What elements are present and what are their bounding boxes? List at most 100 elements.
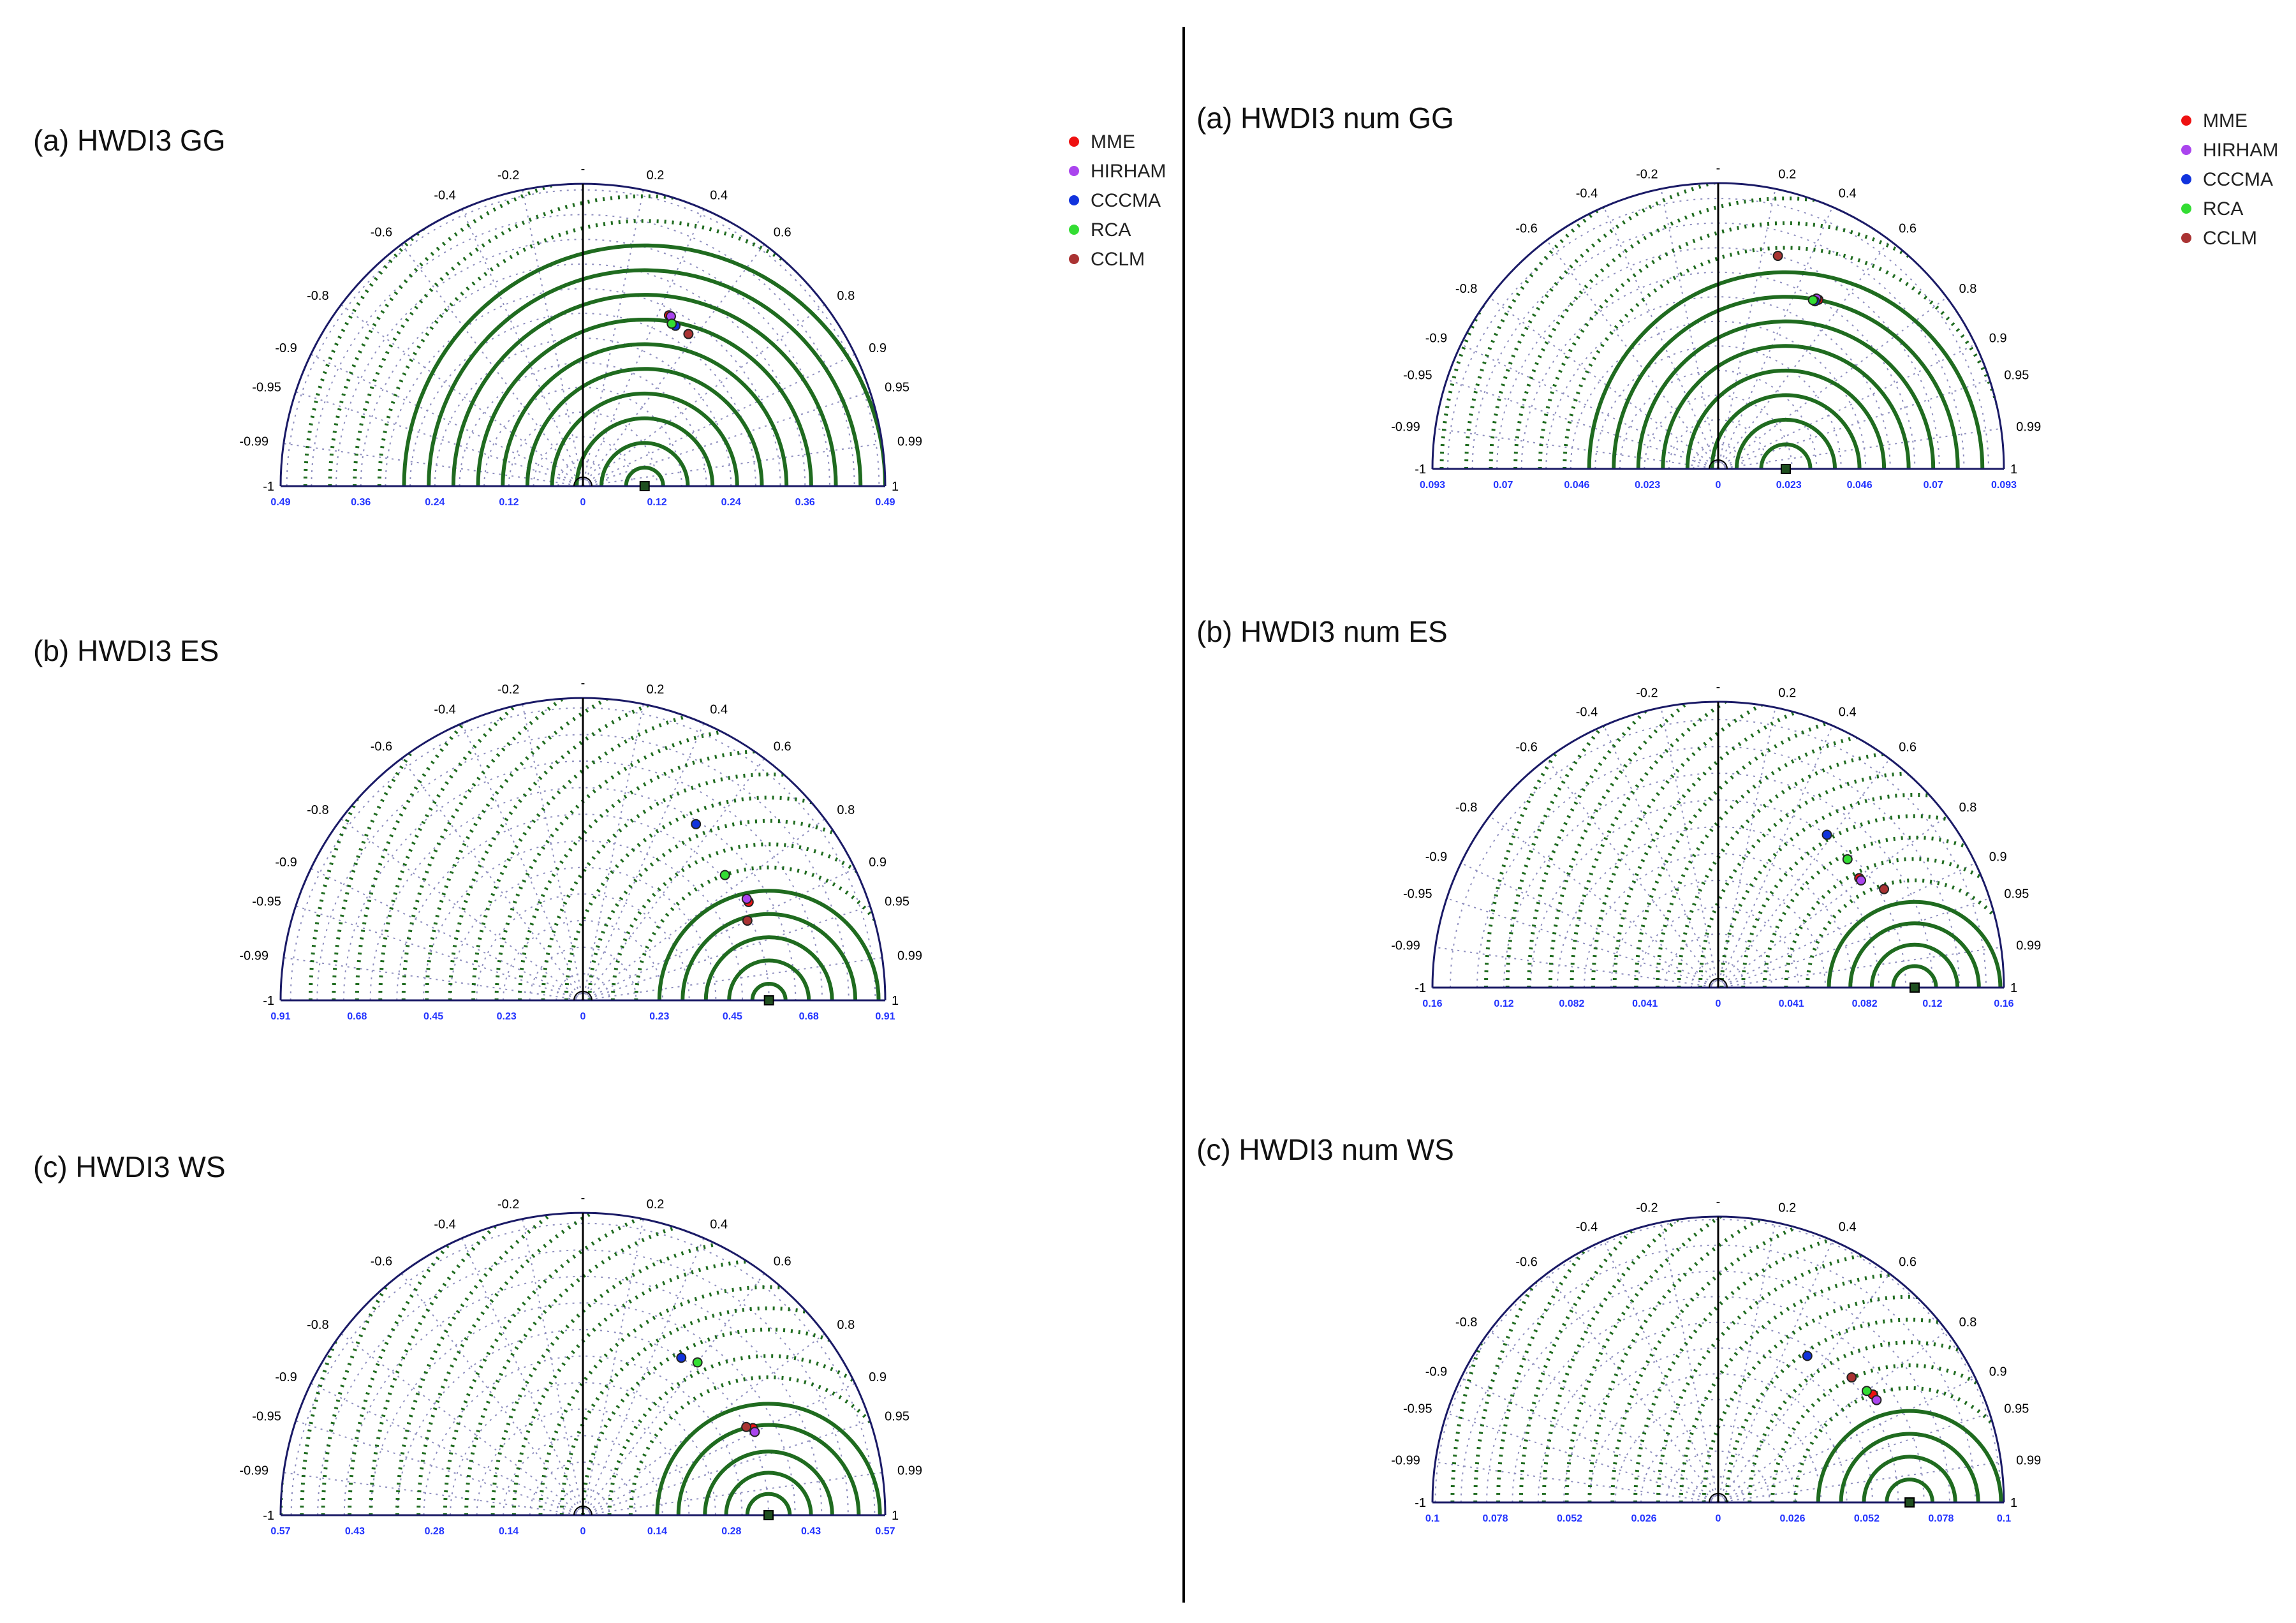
reference-marker [1904, 1497, 1915, 1508]
x-tick-label: 0.093 [1991, 480, 2017, 491]
rms-contour [727, 958, 811, 1000]
rms-contour [1636, 320, 1936, 469]
std-arc [343, 1276, 823, 1515]
model-point-rca [1861, 1386, 1872, 1397]
rms-contour [369, 1213, 885, 1515]
legend-label: HIRHAM [1091, 161, 1166, 182]
std-arc [508, 411, 658, 486]
correlation-tick-label: 0.2 [647, 1197, 665, 1212]
x-tick-label: 0.28 [425, 1526, 445, 1537]
correlation-tick-label: -0.9 [1425, 331, 1447, 345]
legend: MME HIRHAM CCCMA RCA CCLM [2181, 110, 2278, 249]
taylor-chart-1: -1-0.99-0.95-0.9-0.8-0.6-0.4-0.2-0.20.40… [33, 124, 1166, 508]
legend-label: MME [1091, 131, 1135, 152]
correlation-tick-label: -0.8 [1455, 282, 1477, 296]
taylor-chart-4: -1-0.99-0.95-0.9-0.8-0.6-0.4-0.2-0.20.40… [1196, 101, 2278, 491]
correlation-tick-label: -0.6 [371, 226, 392, 240]
x-tick-label: 0.16 [1422, 998, 1442, 1009]
origin-mark [573, 477, 592, 487]
x-tick-label: 0.68 [347, 1011, 367, 1022]
std-arc [1486, 1270, 1950, 1502]
x-tick-label: 0.1 [1997, 1513, 2011, 1524]
model-point-cccma [676, 1352, 687, 1363]
x-tick-label: 0.026 [1779, 1513, 1805, 1524]
x-tick-label: 0.36 [795, 497, 815, 508]
correlation-tick-label: - [1716, 680, 1721, 694]
x-tick-label: 0.023 [1776, 480, 1802, 491]
x-tick-label: 0.026 [1631, 1513, 1656, 1524]
correlation-tick-label: 0.6 [774, 740, 791, 754]
x-tick-label: 0.28 [721, 1526, 741, 1537]
correlation-tick-label: -1 [1415, 1496, 1426, 1510]
x-tick-label: 0.24 [425, 497, 445, 508]
correlation-tick-label: -0.2 [497, 683, 519, 697]
rms-contour [703, 935, 834, 1000]
correlation-tick-label: -0.4 [434, 703, 455, 717]
x-tick-label: 0 [580, 1011, 586, 1022]
x-tick-label: 0.68 [799, 1011, 819, 1022]
rms-contour [1869, 942, 1960, 988]
std-arc [1557, 826, 1880, 988]
correlation-tick-label: 0.2 [647, 683, 665, 697]
rms-contour [1770, 1363, 2004, 1502]
rms-contour [750, 981, 788, 1000]
correlation-tick-label: -0.4 [434, 189, 455, 203]
chart-title: (a) HWDI3 GG [33, 124, 226, 157]
model-point-cccma [691, 819, 702, 829]
chart-title: (c) HWDI3 num WS [1196, 1133, 1454, 1166]
rms-contour [724, 1471, 813, 1515]
correlation-tick-label: 0.9 [869, 856, 887, 870]
rms-contour [1784, 857, 2004, 988]
rms-contour [402, 243, 885, 486]
correlation-tick-label: -0.8 [307, 289, 328, 303]
correlation-tick-label: 0.8 [1959, 282, 1977, 296]
model-point-cclm [683, 329, 694, 339]
correlation-tick-label: -0.9 [275, 856, 297, 870]
correlation-tick-label: 0.6 [774, 1255, 791, 1269]
x-tick-label: 0.49 [270, 497, 290, 508]
reference-marker [763, 995, 774, 1005]
correlation-tick-label: -0.99 [239, 949, 269, 963]
chart-title: (b) HWDI3 ES [33, 634, 219, 667]
correlation-tick-label: 0.4 [1839, 1220, 1857, 1234]
correlation-tick-label: -0.4 [1576, 705, 1598, 719]
correlation-tick-label: - [1716, 1195, 1721, 1209]
x-tick-label: 0.07 [1493, 480, 1513, 491]
rms-contour [1862, 1455, 1957, 1502]
x-tick-label: 0.43 [801, 1526, 821, 1537]
correlation-tick-label: 0.8 [1959, 801, 1977, 815]
x-tick-label: 0.093 [1420, 480, 1445, 491]
correlation-tick-label: 0.95 [2004, 1402, 2029, 1416]
x-tick-label: 0.052 [1854, 1513, 1880, 1524]
correlation-tick-label: 0.2 [647, 168, 665, 182]
model-point-rca [666, 318, 677, 329]
rms-contour [1848, 921, 1981, 988]
correlation-tick-label: -0.95 [1403, 369, 1432, 383]
correlation-tick-label: 0.2 [1778, 686, 1796, 700]
legend-label: RCA [1091, 219, 1131, 241]
correlation-tick-label: -0.99 [239, 435, 269, 449]
correlation-tick-label: -0.2 [1636, 168, 1658, 182]
correlation-tick-label: -0.6 [371, 1255, 392, 1269]
x-tick-label: 0.36 [351, 497, 371, 508]
correlation-tick-label: -0.2 [1636, 1201, 1658, 1215]
std-arc [286, 189, 880, 486]
legend: MME HIRHAM CCCMA RCA CCLM [1069, 131, 1166, 270]
reference-marker [1910, 982, 1920, 993]
correlation-tick-label: - [581, 1191, 585, 1205]
correlation-tick-label: -1 [1415, 981, 1426, 995]
x-tick-label: 0.57 [875, 1526, 895, 1537]
origin-mark [573, 991, 592, 1001]
legend-label: HIRHAM [2203, 140, 2278, 161]
rms-contour [1710, 394, 1862, 469]
correlation-tick-label: 0.99 [897, 435, 922, 449]
correlation-tick-label: 0.9 [1989, 331, 2007, 345]
std-arc [529, 1461, 637, 1515]
correlation-tick-label: -0.95 [1403, 887, 1432, 901]
model-point-cclm [741, 1421, 752, 1432]
rms-contour [1702, 1294, 2004, 1502]
model-point-hirham [1856, 875, 1866, 886]
correlation-tick-label: 0.6 [1899, 1255, 1917, 1269]
correlation-tick-label: 0.4 [710, 703, 728, 717]
